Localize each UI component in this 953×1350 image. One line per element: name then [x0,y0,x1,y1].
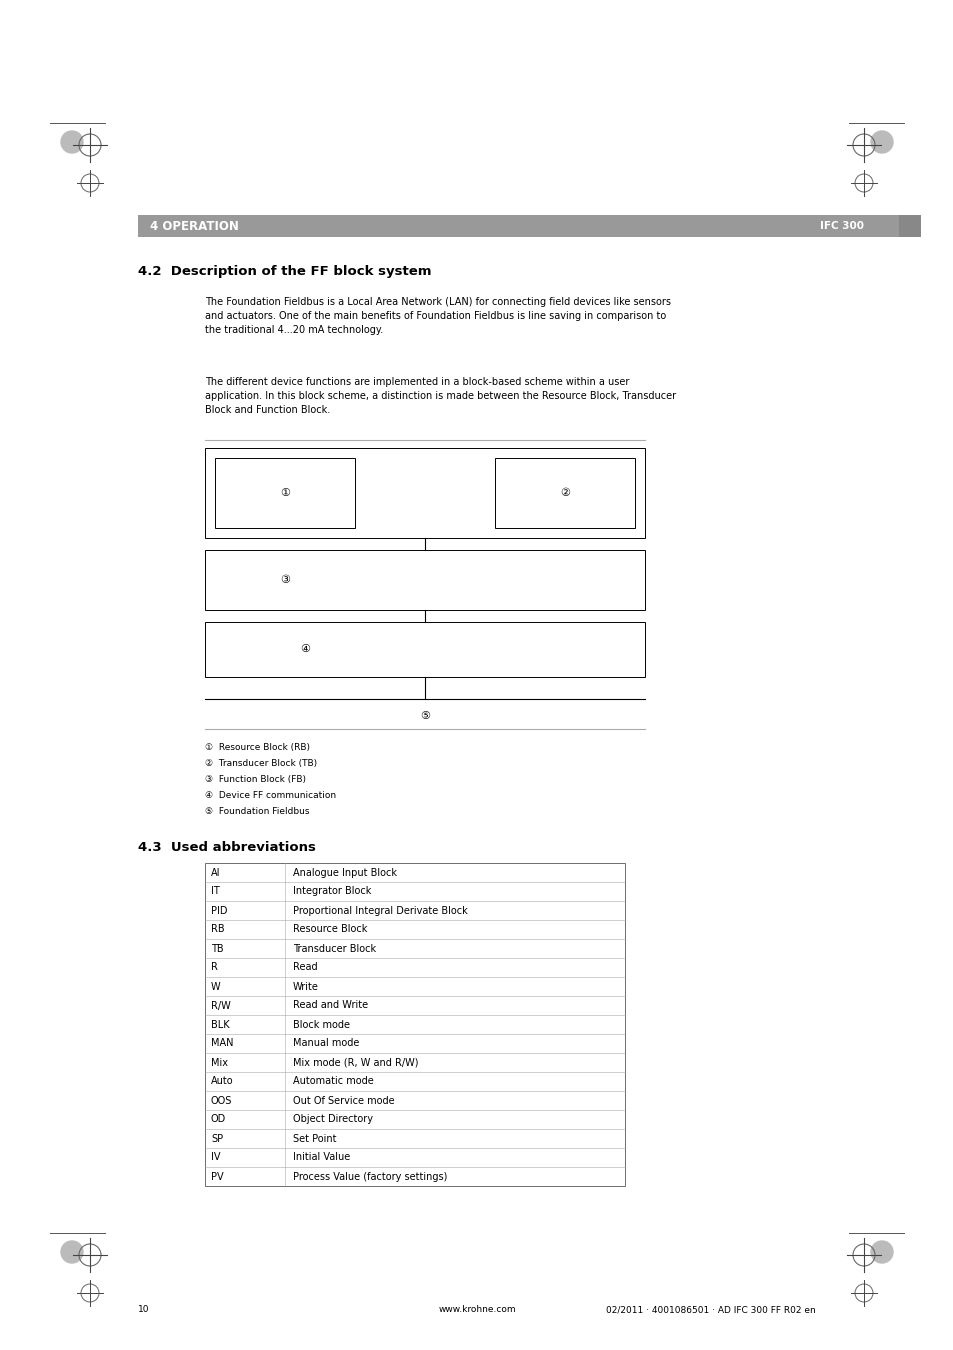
Text: Read and Write: Read and Write [293,1000,368,1011]
Text: Automatic mode: Automatic mode [293,1076,374,1087]
Text: SP: SP [211,1134,223,1143]
Text: OD: OD [211,1115,226,1125]
Text: The different device functions are implemented in a block-based scheme within a : The different device functions are imple… [205,377,676,414]
Text: ⑤  Foundation Fieldbus: ⑤ Foundation Fieldbus [205,807,309,815]
Bar [214,458,355,528]
Text: ④: ④ [299,644,310,655]
Text: Read: Read [293,963,317,972]
Text: RB: RB [211,925,224,934]
Text: 4.3  Used abbreviations: 4.3 Used abbreviations [138,841,315,855]
Text: PID: PID [211,906,227,915]
Bar [205,863,624,1187]
Text: R/W: R/W [211,1000,231,1011]
Text: 4.2  Description of the FF block system: 4.2 Description of the FF block system [138,265,431,278]
Bar [205,549,644,610]
Bar [495,458,635,528]
Text: R: R [211,963,217,972]
Circle shape [61,131,83,153]
Text: Block mode: Block mode [293,1019,350,1030]
Text: ③  Function Block (FB): ③ Function Block (FB) [205,775,306,784]
Text: PV: PV [211,1172,223,1181]
Bar [898,215,920,238]
Text: IV: IV [211,1153,220,1162]
Text: 02/2011 · 4001086501 · AD IFC 300 FF R02 en: 02/2011 · 4001086501 · AD IFC 300 FF R02… [605,1305,815,1315]
Text: Resource Block: Resource Block [293,925,367,934]
Text: Integrator Block: Integrator Block [293,887,371,896]
Text: Out Of Service mode: Out Of Service mode [293,1095,395,1106]
Text: IFC 300: IFC 300 [820,221,863,231]
Text: Process Value (factory settings): Process Value (factory settings) [293,1172,447,1181]
Text: Manual mode: Manual mode [293,1038,359,1049]
Text: Initial Value: Initial Value [293,1153,350,1162]
Text: W: W [211,981,220,991]
Text: Set Point: Set Point [293,1134,336,1143]
Text: ②  Transducer Block (TB): ② Transducer Block (TB) [205,759,316,768]
Bar [205,622,644,676]
Text: www.krohne.com: www.krohne.com [437,1305,516,1315]
Text: Transducer Block: Transducer Block [293,944,375,953]
Bar [138,215,913,238]
Text: MAN: MAN [211,1038,233,1049]
Text: 4 OPERATION: 4 OPERATION [150,220,238,232]
Text: Mix mode (R, W and R/W): Mix mode (R, W and R/W) [293,1057,418,1068]
Text: ④  Device FF communication: ④ Device FF communication [205,791,335,801]
Text: Analogue Input Block: Analogue Input Block [293,868,396,878]
Text: Auto: Auto [211,1076,233,1087]
Text: OOS: OOS [211,1095,233,1106]
Text: Proportional Integral Derivate Block: Proportional Integral Derivate Block [293,906,467,915]
Text: ①: ① [280,487,290,498]
Circle shape [870,1241,892,1264]
Text: ②: ② [559,487,569,498]
Bar [205,448,644,539]
Text: AI: AI [211,868,220,878]
Text: IT: IT [211,887,219,896]
Text: BLK: BLK [211,1019,230,1030]
Text: ⑤: ⑤ [419,711,430,721]
Text: Mix: Mix [211,1057,228,1068]
Circle shape [870,131,892,153]
Circle shape [61,1241,83,1264]
Text: ③: ③ [280,575,290,585]
Text: ①  Resource Block (RB): ① Resource Block (RB) [205,743,310,752]
Text: The Foundation Fieldbus is a Local Area Network (LAN) for connecting field devic: The Foundation Fieldbus is a Local Area … [205,297,670,335]
Text: Write: Write [293,981,318,991]
Text: Object Directory: Object Directory [293,1115,373,1125]
Text: 10: 10 [138,1305,150,1315]
Text: TB: TB [211,944,223,953]
